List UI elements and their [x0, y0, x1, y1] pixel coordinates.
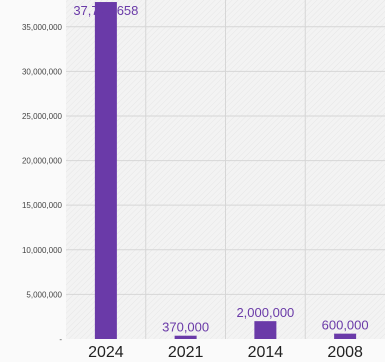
y-tick-label: 30,000,000	[22, 67, 63, 76]
y-tick-label: 10,000,000	[22, 246, 63, 255]
bar-2021	[174, 335, 197, 339]
x-axis-ticks: 2024 2021 2014 2008	[88, 344, 363, 361]
data-label-2021: 370,000	[162, 320, 209, 335]
x-tick-label-2024: 2024	[88, 344, 124, 361]
data-labels: 37,772,658 370,000 2,000,000 600,000	[73, 3, 368, 335]
bar-2024	[94, 2, 117, 339]
bar-2008	[334, 333, 357, 339]
grid-lines	[66, 0, 385, 339]
bars	[94, 2, 357, 339]
y-tick-label: 35,000,000	[22, 23, 63, 32]
y-tick-label: -	[59, 335, 62, 344]
data-label-2008: 600,000	[322, 318, 369, 333]
y-tick-label: 20,000,000	[22, 157, 63, 166]
x-tick-label-2008: 2008	[327, 344, 363, 361]
data-label-2014: 2,000,000	[236, 305, 294, 320]
y-tick-label: 25,000,000	[22, 112, 63, 121]
y-tick-label: 15,000,000	[22, 201, 63, 210]
bar-2014	[254, 321, 277, 339]
x-tick-label-2014: 2014	[248, 344, 284, 361]
y-axis-ticks: - 5,000,000 10,000,000 15,000,000 20,000,000…	[22, 23, 63, 344]
x-tick-label-2021: 2021	[168, 344, 204, 361]
data-label-2024: 37,772,658	[73, 3, 138, 18]
y-tick-label: 5,000,000	[26, 290, 62, 299]
